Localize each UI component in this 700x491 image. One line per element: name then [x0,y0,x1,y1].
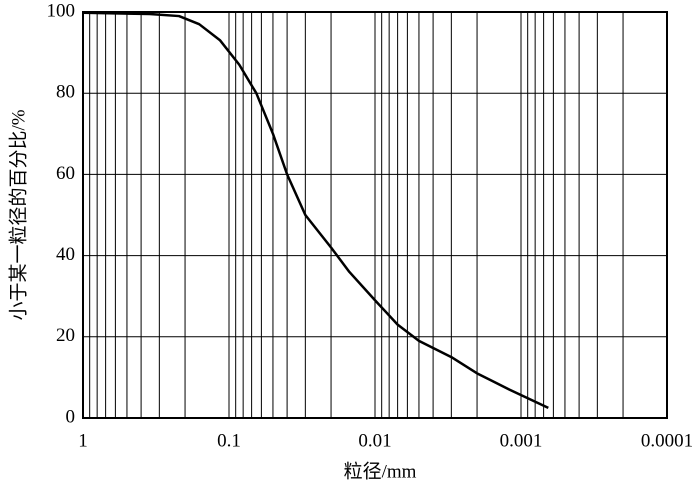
y-tick-label: 20 [56,325,75,346]
x-tick-label: 0.1 [217,430,241,451]
x-tick-label: 0.001 [500,430,543,451]
x-tick-label: 0.01 [358,430,391,451]
plot-frame [82,11,668,419]
y-tick-label: 60 [56,163,75,184]
x-tick-label: 1 [78,430,88,451]
y-tick-label: 100 [47,0,76,21]
x-axis-label: 粒径/mm [344,460,417,482]
x-tick-label: 0.0001 [641,430,693,451]
y-tick-label: 0 [66,406,76,427]
y-tick-label: 80 [56,82,75,103]
data-line [82,11,549,409]
y-tick-label: 40 [56,244,75,265]
y-axis-label: 小于某一粒径的百分比/% [7,109,29,320]
